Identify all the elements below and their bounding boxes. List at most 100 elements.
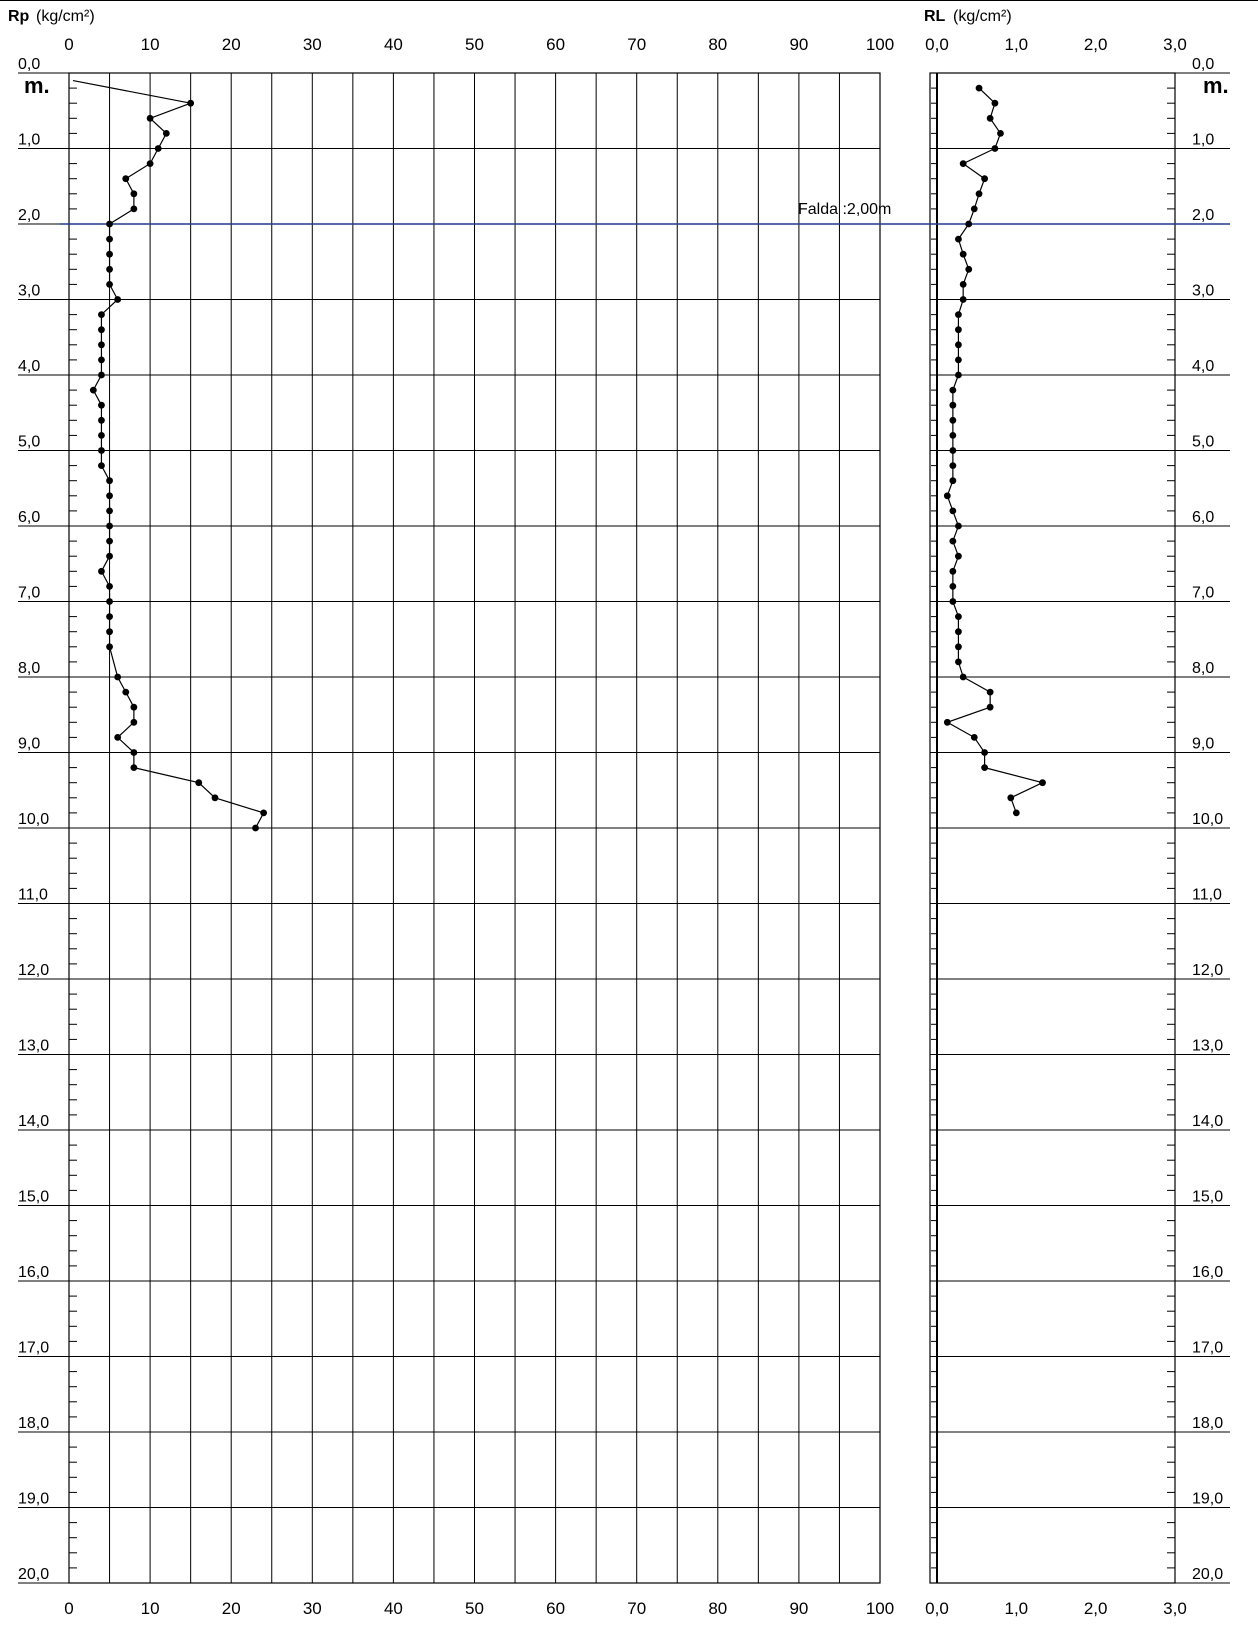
rp-data-point [211,794,219,802]
rl-data-point [943,492,951,500]
rp-x-tick-label-bottom: 60 [546,1599,565,1618]
rp-data-point [98,371,105,379]
rl-x-tick-label-bottom: 2,0 [1084,1599,1108,1618]
rp-x-tick-label-top: 50 [465,35,484,54]
rp-x-tick-label-top: 40 [384,35,403,54]
rl-data-point [965,220,973,228]
rl-data-point [955,341,962,349]
depth-label-right: 4,0 [1192,358,1214,375]
rl-data-point [959,160,967,168]
depth-label-left: 0,0 [18,56,40,73]
rp-data-point [154,145,162,152]
depth-label-right: 8,0 [1192,660,1214,677]
rl-data-point [981,749,988,756]
rl-data-point [991,99,999,107]
rl-unit-label: (kg/cm²) [953,8,1012,25]
rl-data-point [975,84,983,92]
rp-data-point [106,613,113,620]
rl-data-point [955,371,962,379]
rp-data-point [98,567,105,575]
rp-data-point [98,447,105,454]
depth-label-right: 14,0 [1192,1113,1223,1130]
depth-label-right: 20,0 [1192,1566,1223,1583]
rl-data-point [959,673,967,681]
rp-data-point [130,703,138,711]
depth-label-right: 0,0 [1192,56,1214,73]
rp-data-point [98,311,105,318]
rp-x-tick-label-bottom: 90 [789,1599,808,1618]
rl-data-point [943,718,951,726]
rp-data-point [98,432,105,439]
rp-x-tick-label-bottom: 0 [64,1599,73,1618]
rp-x-tick-label-top: 100 [866,35,894,54]
rl-data-point [997,130,1004,137]
rp-data-point [106,583,113,590]
rp-data-point [98,356,105,364]
rl-data-point [1007,794,1015,802]
rl-x-tick-label-top: 0,0 [925,35,949,54]
depth-label-left: 17,0 [18,1340,49,1357]
rl-data-point [955,356,962,364]
depth-label-left: 20,0 [18,1566,49,1583]
rl-data-point [949,447,957,454]
rp-data-point [106,492,113,500]
rp-x-tick-label-top: 80 [708,35,727,54]
rp-x-tick-label-top: 20 [222,35,241,54]
rp-x-tick-label-bottom: 40 [384,1599,403,1618]
rp-data-point [122,688,130,696]
rp-data-point [106,537,113,545]
depth-label-left: 13,0 [18,1038,49,1055]
rp-data-point [98,416,105,424]
depth-label-right: 16,0 [1192,1264,1223,1281]
rp-data-point [162,130,170,137]
rl-data-point [949,537,957,545]
depth-label-left: 18,0 [18,1415,49,1432]
rl-data-point [955,658,962,666]
rl-data-point [949,416,957,424]
rl-data-point [949,583,957,590]
rl-data-point [949,477,957,485]
depth-label-right: 13,0 [1192,1038,1223,1055]
rl-data-point [949,598,957,605]
rl-data-point [949,432,957,439]
depth-label-right: 17,0 [1192,1340,1223,1357]
rl-data-point [955,311,962,318]
rp-x-tick-label-bottom: 10 [141,1599,160,1618]
rp-x-tick-label-bottom: 100 [866,1599,894,1618]
rp-data-point [122,175,130,183]
depth-label-right: 7,0 [1192,585,1214,602]
falda-annotation: Falda :2,00m [798,201,891,218]
rp-x-tick-label-bottom: 20 [222,1599,241,1618]
depth-label-right: 9,0 [1192,736,1214,753]
rl-data-point [965,265,973,273]
depth-label-left: 15,0 [18,1189,49,1206]
depth-label-right: 3,0 [1192,283,1214,300]
rp-data-point [195,779,203,787]
rp-data-point [130,718,138,726]
rl-data-point [955,552,962,560]
rl-data-point [970,205,978,213]
rl-data-point [955,522,962,530]
rp-data-point [106,281,113,288]
rl-data-point [970,734,978,741]
rl-data-point [1039,779,1046,787]
rp-data-point [106,250,113,258]
depth-label-left: 7,0 [18,585,40,602]
rl-data-point [949,462,957,469]
rp-data-point [106,477,113,485]
rl-data-point [949,386,957,394]
rp-data-point [106,598,113,605]
rp-x-tick-label-top: 30 [303,35,322,54]
rp-data-point [260,809,268,817]
rp-x-tick-label-bottom: 70 [627,1599,646,1618]
depth-label-left: 2,0 [18,207,40,224]
depth-label-left: 4,0 [18,358,40,375]
rp-x-tick-label-top: 0 [64,35,73,54]
rl-data-point [975,190,983,198]
depth-label-right: 5,0 [1192,434,1214,451]
rp-series-line [92,102,265,829]
rp-data-point [146,114,154,122]
depth-label-right: 12,0 [1192,962,1223,979]
rp-data-point [98,341,105,349]
